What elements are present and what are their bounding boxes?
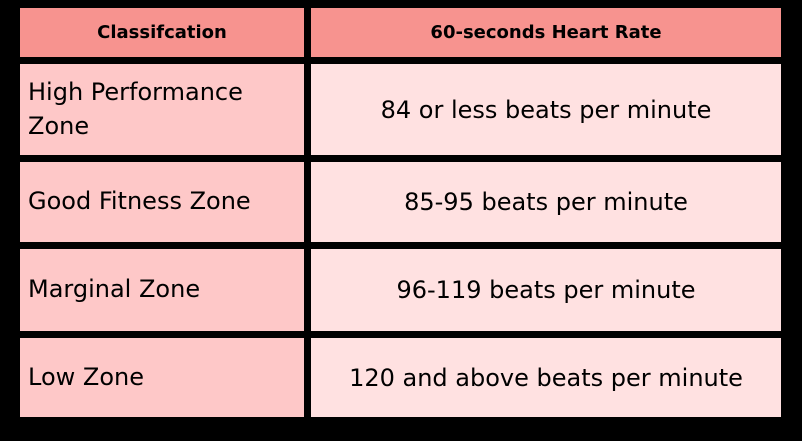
row-classification: Low Zone xyxy=(20,338,304,417)
row-heart-rate: 96-119 beats per minute xyxy=(311,249,781,331)
heart-rate-table: Classifcation 60-seconds Heart Rate High… xyxy=(20,8,781,425)
row-heart-rate: 84 or less beats per minute xyxy=(311,64,781,155)
row-classification: Marginal Zone xyxy=(20,249,304,331)
row-heart-rate: 120 and above beats per minute xyxy=(311,338,781,417)
header-classification: Classifcation xyxy=(20,8,304,57)
row-classification: High Performance Zone xyxy=(20,64,304,155)
row-heart-rate: 85-95 beats per minute xyxy=(311,162,781,242)
row-classification: Good Fitness Zone xyxy=(20,162,304,242)
header-heart-rate: 60-seconds Heart Rate xyxy=(311,8,781,57)
